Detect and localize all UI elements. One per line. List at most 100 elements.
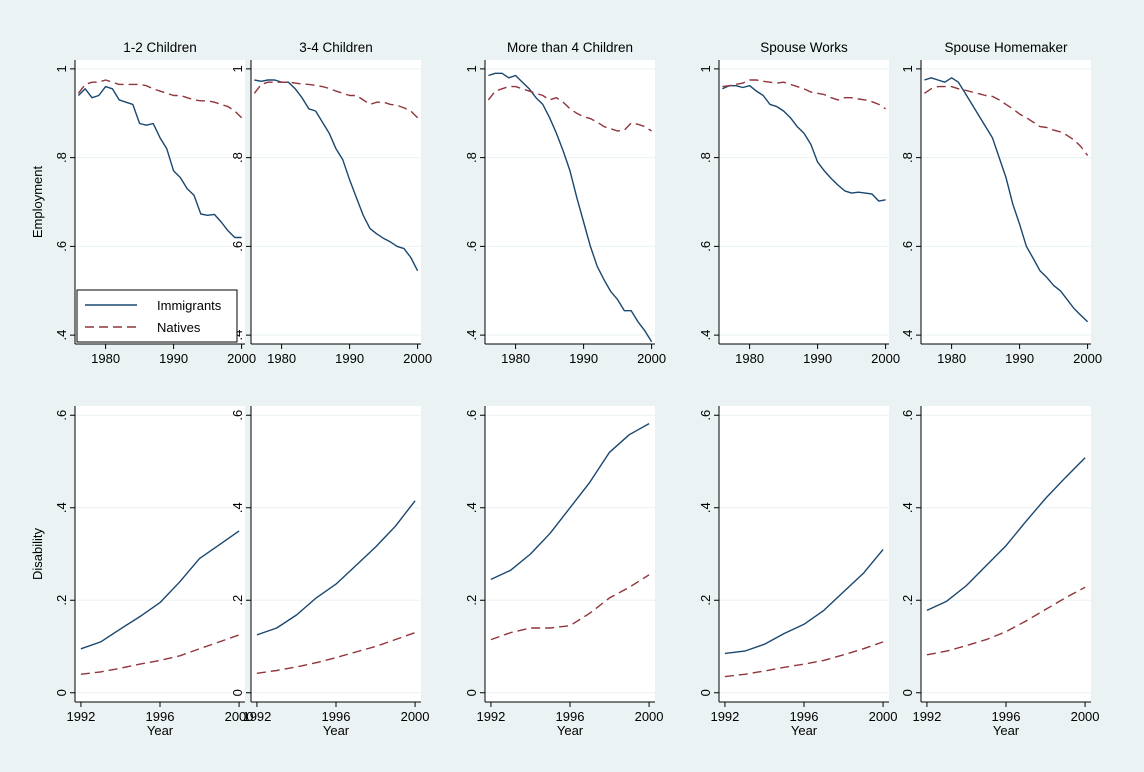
plot-area <box>485 60 655 344</box>
panel-title: 3-4 Children <box>299 40 373 55</box>
x-axis-title: Year <box>323 723 350 738</box>
y-axis-title: Disability <box>30 527 45 580</box>
x-tick-label: 1996 <box>146 709 175 724</box>
legend-box <box>76 289 238 343</box>
y-tick-label: .8 <box>900 152 915 163</box>
plot-area <box>251 60 421 344</box>
y-tick-label: .8 <box>464 152 479 163</box>
panel-employment-spouse-works: .4 .6 .8 1 1980 1990 2000 Spouse Works <box>698 40 900 366</box>
y-tick-label: .2 <box>698 595 713 606</box>
plot-area <box>921 406 1091 702</box>
y-tick-label: 1 <box>464 65 479 72</box>
plot-area <box>75 406 245 702</box>
series-line-natives <box>724 641 884 678</box>
y-tick-label: .2 <box>900 595 915 606</box>
x-tick-label: 1980 <box>735 351 764 366</box>
y-tick-label: .6 <box>54 410 69 421</box>
series-line-immigrants <box>77 85 242 239</box>
x-tick-label: 2000 <box>1071 709 1100 724</box>
legend-label-natives: Natives <box>157 320 201 335</box>
x-tick-label: 1990 <box>159 351 188 366</box>
y-tick-label: .4 <box>230 502 245 513</box>
x-tick-label: 1996 <box>790 709 819 724</box>
x-tick-label: 1990 <box>335 351 364 366</box>
panel-employment-spouse-homemaker: .4 .6 .8 1 1980 1990 2000 Spouse Homemaker <box>900 40 1102 366</box>
x-tick-label: 1992 <box>912 709 941 724</box>
x-tick-label: 2000 <box>869 709 898 724</box>
x-tick-label: 1996 <box>556 709 585 724</box>
x-tick-label: 1980 <box>937 351 966 366</box>
series-line-immigrants <box>924 77 1089 323</box>
series-line-natives <box>722 79 886 110</box>
x-tick-label: 2000 <box>403 351 432 366</box>
series-line-immigrants <box>722 84 886 202</box>
x-tick-label: 1992 <box>66 709 95 724</box>
panel-title: More than 4 Children <box>507 40 633 55</box>
x-tick-label: 2000 <box>401 709 430 724</box>
x-tick-label: 1996 <box>992 709 1021 724</box>
y-tick-label: .6 <box>698 241 713 252</box>
y-tick-label: .2 <box>54 595 69 606</box>
y-tick-label: .8 <box>54 152 69 163</box>
y-tick-label: .4 <box>698 502 713 513</box>
y-tick-label: 0 <box>54 689 69 696</box>
y-tick-label: .4 <box>54 330 69 341</box>
x-tick-label: 1992 <box>476 709 505 724</box>
y-tick-label: 1 <box>230 65 245 72</box>
y-tick-label: .2 <box>464 595 479 606</box>
panel-title: Spouse Homemaker <box>944 40 1068 55</box>
x-tick-label: 1992 <box>710 709 739 724</box>
y-tick-label: .6 <box>230 410 245 421</box>
series-line-natives <box>490 574 650 641</box>
y-tick-label: 0 <box>230 689 245 696</box>
panel-disability-1-2-children: 0 .2 .4 .6 1992 1996 2000 Year Disability <box>30 406 254 738</box>
x-axis-title: Year <box>993 723 1020 738</box>
panel-disability-spouse-works: 0 .2 .4 .6 1992 1996 2000 Year <box>698 406 898 738</box>
y-tick-label: .6 <box>900 410 915 421</box>
y-tick-label: .4 <box>698 330 713 341</box>
series-line-natives <box>924 85 1089 156</box>
panel-disability-more-than-4-children: 0 .2 .4 .6 1992 1996 2000 Year <box>464 406 664 738</box>
panel-title: Spouse Works <box>760 40 848 55</box>
y-tick-label: 0 <box>900 689 915 696</box>
x-tick-label: 2000 <box>1073 351 1102 366</box>
y-tick-label: .4 <box>900 330 915 341</box>
series-line-immigrants <box>256 500 416 636</box>
plot-area <box>719 406 889 702</box>
x-tick-label: 1990 <box>569 351 598 366</box>
plot-area <box>251 406 421 702</box>
panel-employment-more-than-4-children: .4 .6 .8 1 1980 1990 2000 More than 4 Children <box>464 40 666 366</box>
legend: Immigrants Natives <box>76 289 238 343</box>
series-line-natives <box>926 586 1086 656</box>
x-tick-label: 1980 <box>501 351 530 366</box>
panel-disability-spouse-homemaker: 0 .2 .4 .6 1992 1996 2000 Year <box>900 406 1100 738</box>
plot-area <box>921 60 1091 344</box>
x-tick-label: 2000 <box>871 351 900 366</box>
y-tick-label: 0 <box>464 689 479 696</box>
x-tick-label: 1990 <box>803 351 832 366</box>
series-line-natives <box>253 81 419 119</box>
x-tick-label: 1990 <box>1005 351 1034 366</box>
series-line-immigrants <box>724 548 884 655</box>
y-tick-label: .6 <box>464 410 479 421</box>
y-tick-label: .4 <box>464 330 479 341</box>
x-tick-label: 2000 <box>637 351 666 366</box>
legend-label-immigrants: Immigrants <box>157 298 222 313</box>
y-tick-label: 1 <box>698 65 713 72</box>
panel-disability-3-4-children: 0 .2 .4 .6 1992 1996 2000 Year <box>230 406 430 738</box>
series-line-natives <box>487 85 652 132</box>
x-axis-title: Year <box>147 723 174 738</box>
series-line-immigrants <box>80 530 240 650</box>
y-tick-label: .6 <box>230 241 245 252</box>
y-tick-label: .4 <box>900 502 915 513</box>
x-axis-title: Year <box>791 723 818 738</box>
y-axis-title: Employment <box>30 165 45 238</box>
y-tick-label: .6 <box>464 241 479 252</box>
x-tick-label: 1996 <box>322 709 351 724</box>
x-tick-label: 2000 <box>227 351 256 366</box>
plot-area <box>485 406 655 702</box>
series-line-immigrants <box>926 457 1086 612</box>
